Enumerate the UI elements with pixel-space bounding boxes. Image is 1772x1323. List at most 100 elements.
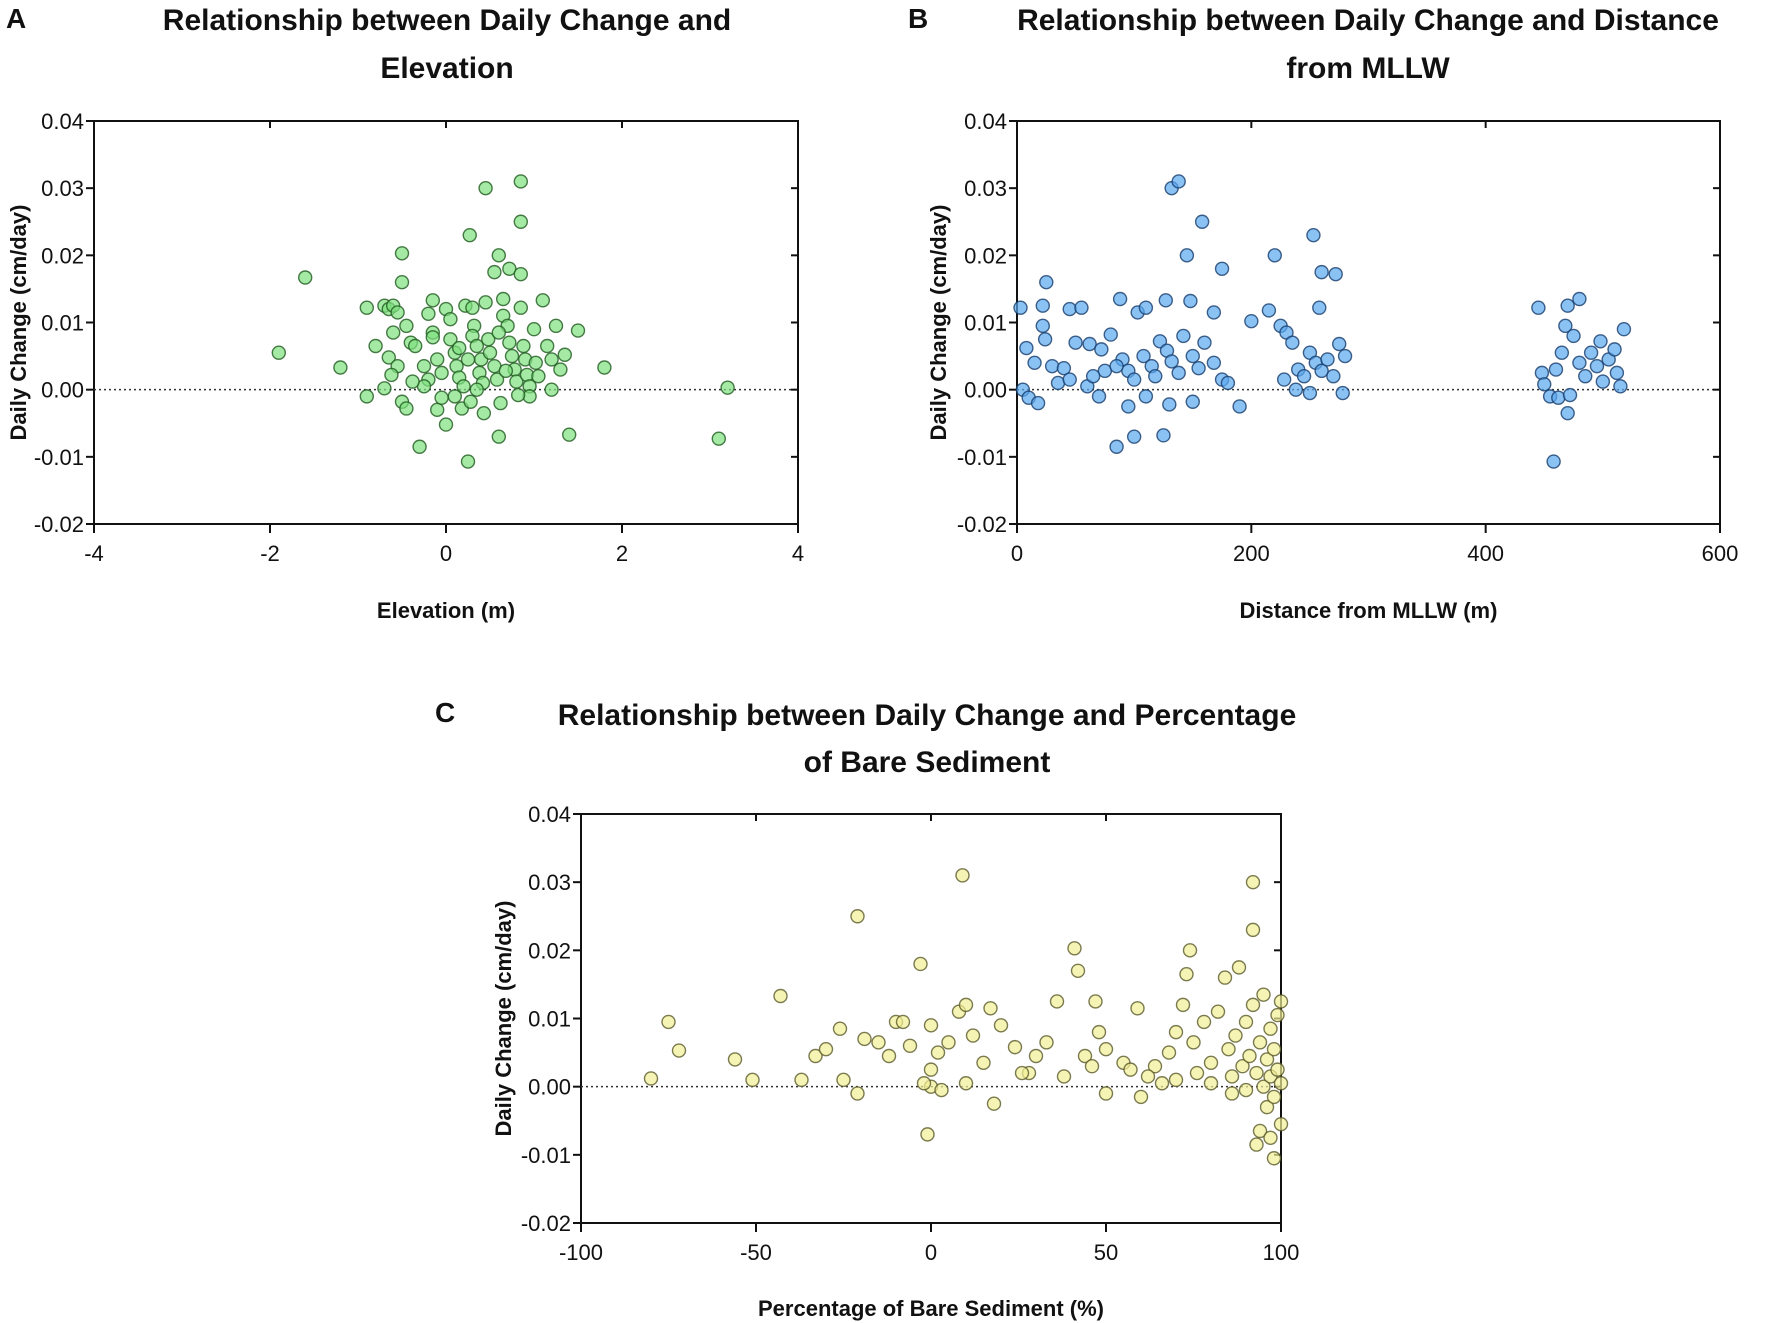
data-point [386,325,401,340]
data-point [1014,1065,1030,1081]
data-point [408,338,423,354]
y-tick-label: 0.03 [528,870,571,895]
data-point [857,1031,872,1047]
y-tick-label: 0.04 [528,802,571,827]
data-point [1256,1079,1271,1094]
panel-letter: C [435,697,455,728]
data-point [1098,1041,1114,1057]
data-point [1039,1035,1054,1050]
data-point [597,360,612,375]
data-point [460,352,476,367]
data-point [443,332,458,347]
data-point [1583,345,1599,360]
data-point [965,1028,981,1043]
data-point [516,338,531,354]
data-point [513,266,528,282]
data-point [504,348,520,364]
data-point [1220,375,1236,391]
data-point [1109,358,1124,374]
data-point [1534,365,1550,381]
data-point [1091,1024,1107,1040]
data-point [808,1048,823,1064]
data-point [1337,348,1353,364]
data-point [1027,355,1042,370]
data-point [1273,1076,1289,1091]
data-point [469,382,484,397]
data-point [1035,298,1050,313]
x-tick-label: 400 [1467,541,1504,566]
data-point [1558,318,1573,334]
data-point [1161,1045,1177,1060]
data-point [923,1018,939,1033]
data-point [1068,335,1083,350]
data-point [1235,1059,1250,1074]
data-point [498,363,514,379]
data-point [1206,355,1222,370]
data-point [1182,943,1198,958]
y-tick-label: 0.04 [964,109,1007,134]
chart-title-line: of Bare Sediment [804,746,1051,779]
y-tick-label: -0.01 [521,1143,571,1168]
data-point [460,454,476,469]
data-point [1152,334,1168,349]
data-point [1136,348,1151,364]
x-tick-label: -50 [740,1240,772,1265]
data-point [1546,454,1561,469]
data-point [513,174,528,189]
data-point [1074,300,1089,315]
data-point [1572,355,1587,370]
data-point [1221,1041,1236,1057]
data-point [493,395,508,411]
data-point [1028,1048,1044,1064]
data-point [983,1001,998,1016]
data-point [1186,1035,1201,1050]
x-tick-label: 600 [1702,541,1739,566]
data-point [1314,363,1329,379]
data-point [902,1038,918,1053]
data-point [368,338,383,354]
data-point [818,1041,834,1057]
data-point [958,997,974,1013]
data-point [955,868,970,883]
data-point [1266,1151,1282,1166]
y-tick-label: 0.00 [528,1075,571,1100]
x-axis-label: Percentage of Bare Sediment (%) [758,1296,1104,1321]
data-point [1088,994,1103,1009]
data-point [643,1071,659,1086]
data-points [643,868,1289,1166]
data-point [1613,379,1628,394]
data-point [1121,399,1136,414]
data-point [1130,1001,1145,1016]
data-point [1578,369,1593,384]
data-point [958,1076,974,1091]
data-point [1158,293,1174,308]
data-point [1288,382,1304,397]
data-point [1168,1024,1184,1040]
data-point [1609,365,1625,381]
data-point [1231,960,1247,975]
data-point [528,355,543,370]
data-point [1551,390,1566,405]
data-point [916,1076,932,1091]
panel-letter: B [908,3,928,34]
data-point [557,347,572,362]
data-point [487,264,502,280]
y-tick-label: 0.03 [964,176,1007,201]
y-tick-label: -0.01 [957,445,1007,470]
data-point [1259,1099,1275,1115]
data-point [1112,291,1128,307]
x-tick-label: -100 [559,1240,603,1265]
y-tick-label: 0.00 [964,378,1007,403]
data-point [871,1035,886,1050]
data-point [1531,300,1546,315]
data-point [1256,987,1271,1002]
data-point [540,338,555,354]
data-point [1039,275,1054,290]
data-point [1232,399,1247,414]
data-point [1035,318,1050,334]
data-point [1296,369,1312,384]
data-point [548,318,564,334]
data-point [832,1021,848,1036]
data-point [1156,428,1171,443]
y-tick-label: 0.04 [41,109,84,134]
